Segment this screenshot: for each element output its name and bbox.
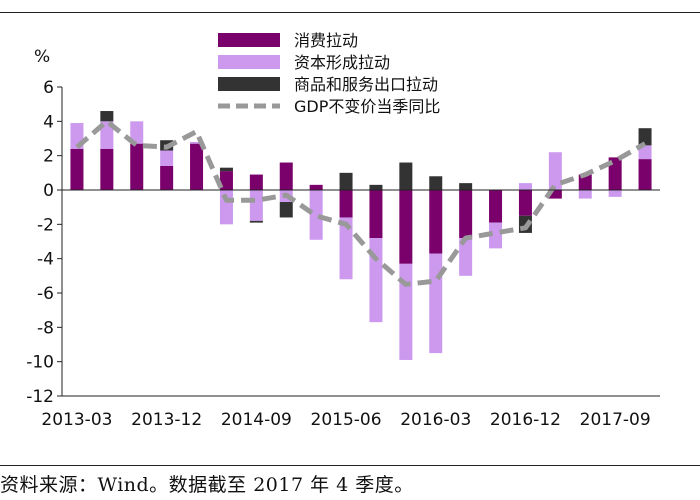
bar-series-1 <box>608 157 622 190</box>
y-tick-label: 6 <box>43 78 54 98</box>
bar-series-3 <box>399 162 413 190</box>
bar-series-1 <box>578 174 592 190</box>
y-axis-unit: % <box>34 47 50 67</box>
legend-label: 消费拉动 <box>294 31 358 50</box>
legend-swatch <box>218 77 280 91</box>
y-tick-label: -8 <box>37 318 54 338</box>
bar-series-1 <box>489 190 503 223</box>
stacked-bar-chart: 6 4 2 0 -2 -4 -6 -8 -10 -12 2013-03 2013-12 2014-09 2… <box>26 31 660 430</box>
bar-series-3 <box>279 202 293 218</box>
bar-series-2 <box>160 150 174 166</box>
bar-series-1 <box>339 190 353 218</box>
y-tick-label: -2 <box>37 215 54 235</box>
bar-series-2 <box>429 253 443 354</box>
bar-series-2 <box>578 190 592 199</box>
source-note: 资料来源：Wind。数据截至 2017 年 4 季度。 <box>0 474 414 496</box>
bar-series-1 <box>429 190 443 254</box>
axes-layer: 6 4 2 0 -2 -4 -6 -8 -10 -12 2013-03 2013-12 2014-09 2… <box>26 78 660 430</box>
bar-series-1 <box>518 190 532 216</box>
x-tick-label: 2015-06 <box>311 410 382 430</box>
x-tick-label: 2013-12 <box>131 410 202 430</box>
y-tick-label: -10 <box>26 353 54 373</box>
bar-series-1 <box>70 148 84 190</box>
bar-series-1 <box>548 190 562 199</box>
legend-swatch <box>218 55 280 69</box>
gdp-growth-line <box>75 118 647 287</box>
bar-series-1 <box>249 174 263 190</box>
bar-series-1 <box>130 143 144 190</box>
bar-series-1 <box>309 184 323 190</box>
y-tick-label: -4 <box>37 250 54 270</box>
x-tick-label: 2014-09 <box>221 410 292 430</box>
bar-series-2 <box>130 121 144 144</box>
legend-swatch <box>218 33 280 47</box>
x-tick-label: 2016-12 <box>490 410 561 430</box>
bar-series-2 <box>309 190 323 240</box>
bar-series-3 <box>100 111 114 122</box>
bar-series-2 <box>190 141 204 144</box>
bar-series-2 <box>100 121 114 149</box>
bar-series-1 <box>399 190 413 264</box>
bar-series-2 <box>369 238 383 323</box>
x-tick-label: 2013-03 <box>41 410 112 430</box>
y-tick-label: 4 <box>43 112 54 132</box>
bar-series-1 <box>638 159 652 190</box>
legend-label: GDP不变价当季同比 <box>294 97 440 116</box>
bar-series-1 <box>100 148 114 190</box>
legend-label: 商品和服务出口拉动 <box>294 75 438 94</box>
x-tick-label: 2016-03 <box>400 410 471 430</box>
y-tick-label: -6 <box>37 284 54 304</box>
gdp-line-layer <box>75 118 647 287</box>
y-tick-label: 0 <box>43 181 54 201</box>
bar-series-2 <box>518 183 532 190</box>
bar-series-3 <box>429 176 443 190</box>
bar-series-3 <box>219 167 233 172</box>
top-border <box>0 12 700 13</box>
bar-series-3 <box>369 184 383 190</box>
bars-layer <box>70 111 652 360</box>
bottom-border <box>0 465 700 466</box>
bar-series-1 <box>160 165 174 190</box>
x-tick-label: 2017-09 <box>580 410 651 430</box>
bar-series-1 <box>279 162 293 190</box>
bar-series-3 <box>249 220 263 223</box>
bar-series-2 <box>548 152 562 190</box>
bar-series-2 <box>608 190 622 197</box>
bar-series-3 <box>339 172 353 190</box>
legend-label: 资本形成拉动 <box>294 53 390 72</box>
bar-series-2 <box>489 222 503 249</box>
y-tick-label: -12 <box>26 387 54 407</box>
bar-series-2 <box>249 190 263 221</box>
bar-series-2 <box>399 263 413 360</box>
bar-series-1 <box>190 143 204 190</box>
bar-series-2 <box>638 145 652 160</box>
bar-series-2 <box>339 217 353 280</box>
bar-series-1 <box>219 171 233 190</box>
bar-series-1 <box>459 190 473 239</box>
bar-series-2 <box>459 238 473 276</box>
bar-series-3 <box>638 128 652 146</box>
bar-series-1 <box>369 190 383 239</box>
bar-series-3 <box>459 183 473 190</box>
y-tick-label: 2 <box>43 147 54 167</box>
